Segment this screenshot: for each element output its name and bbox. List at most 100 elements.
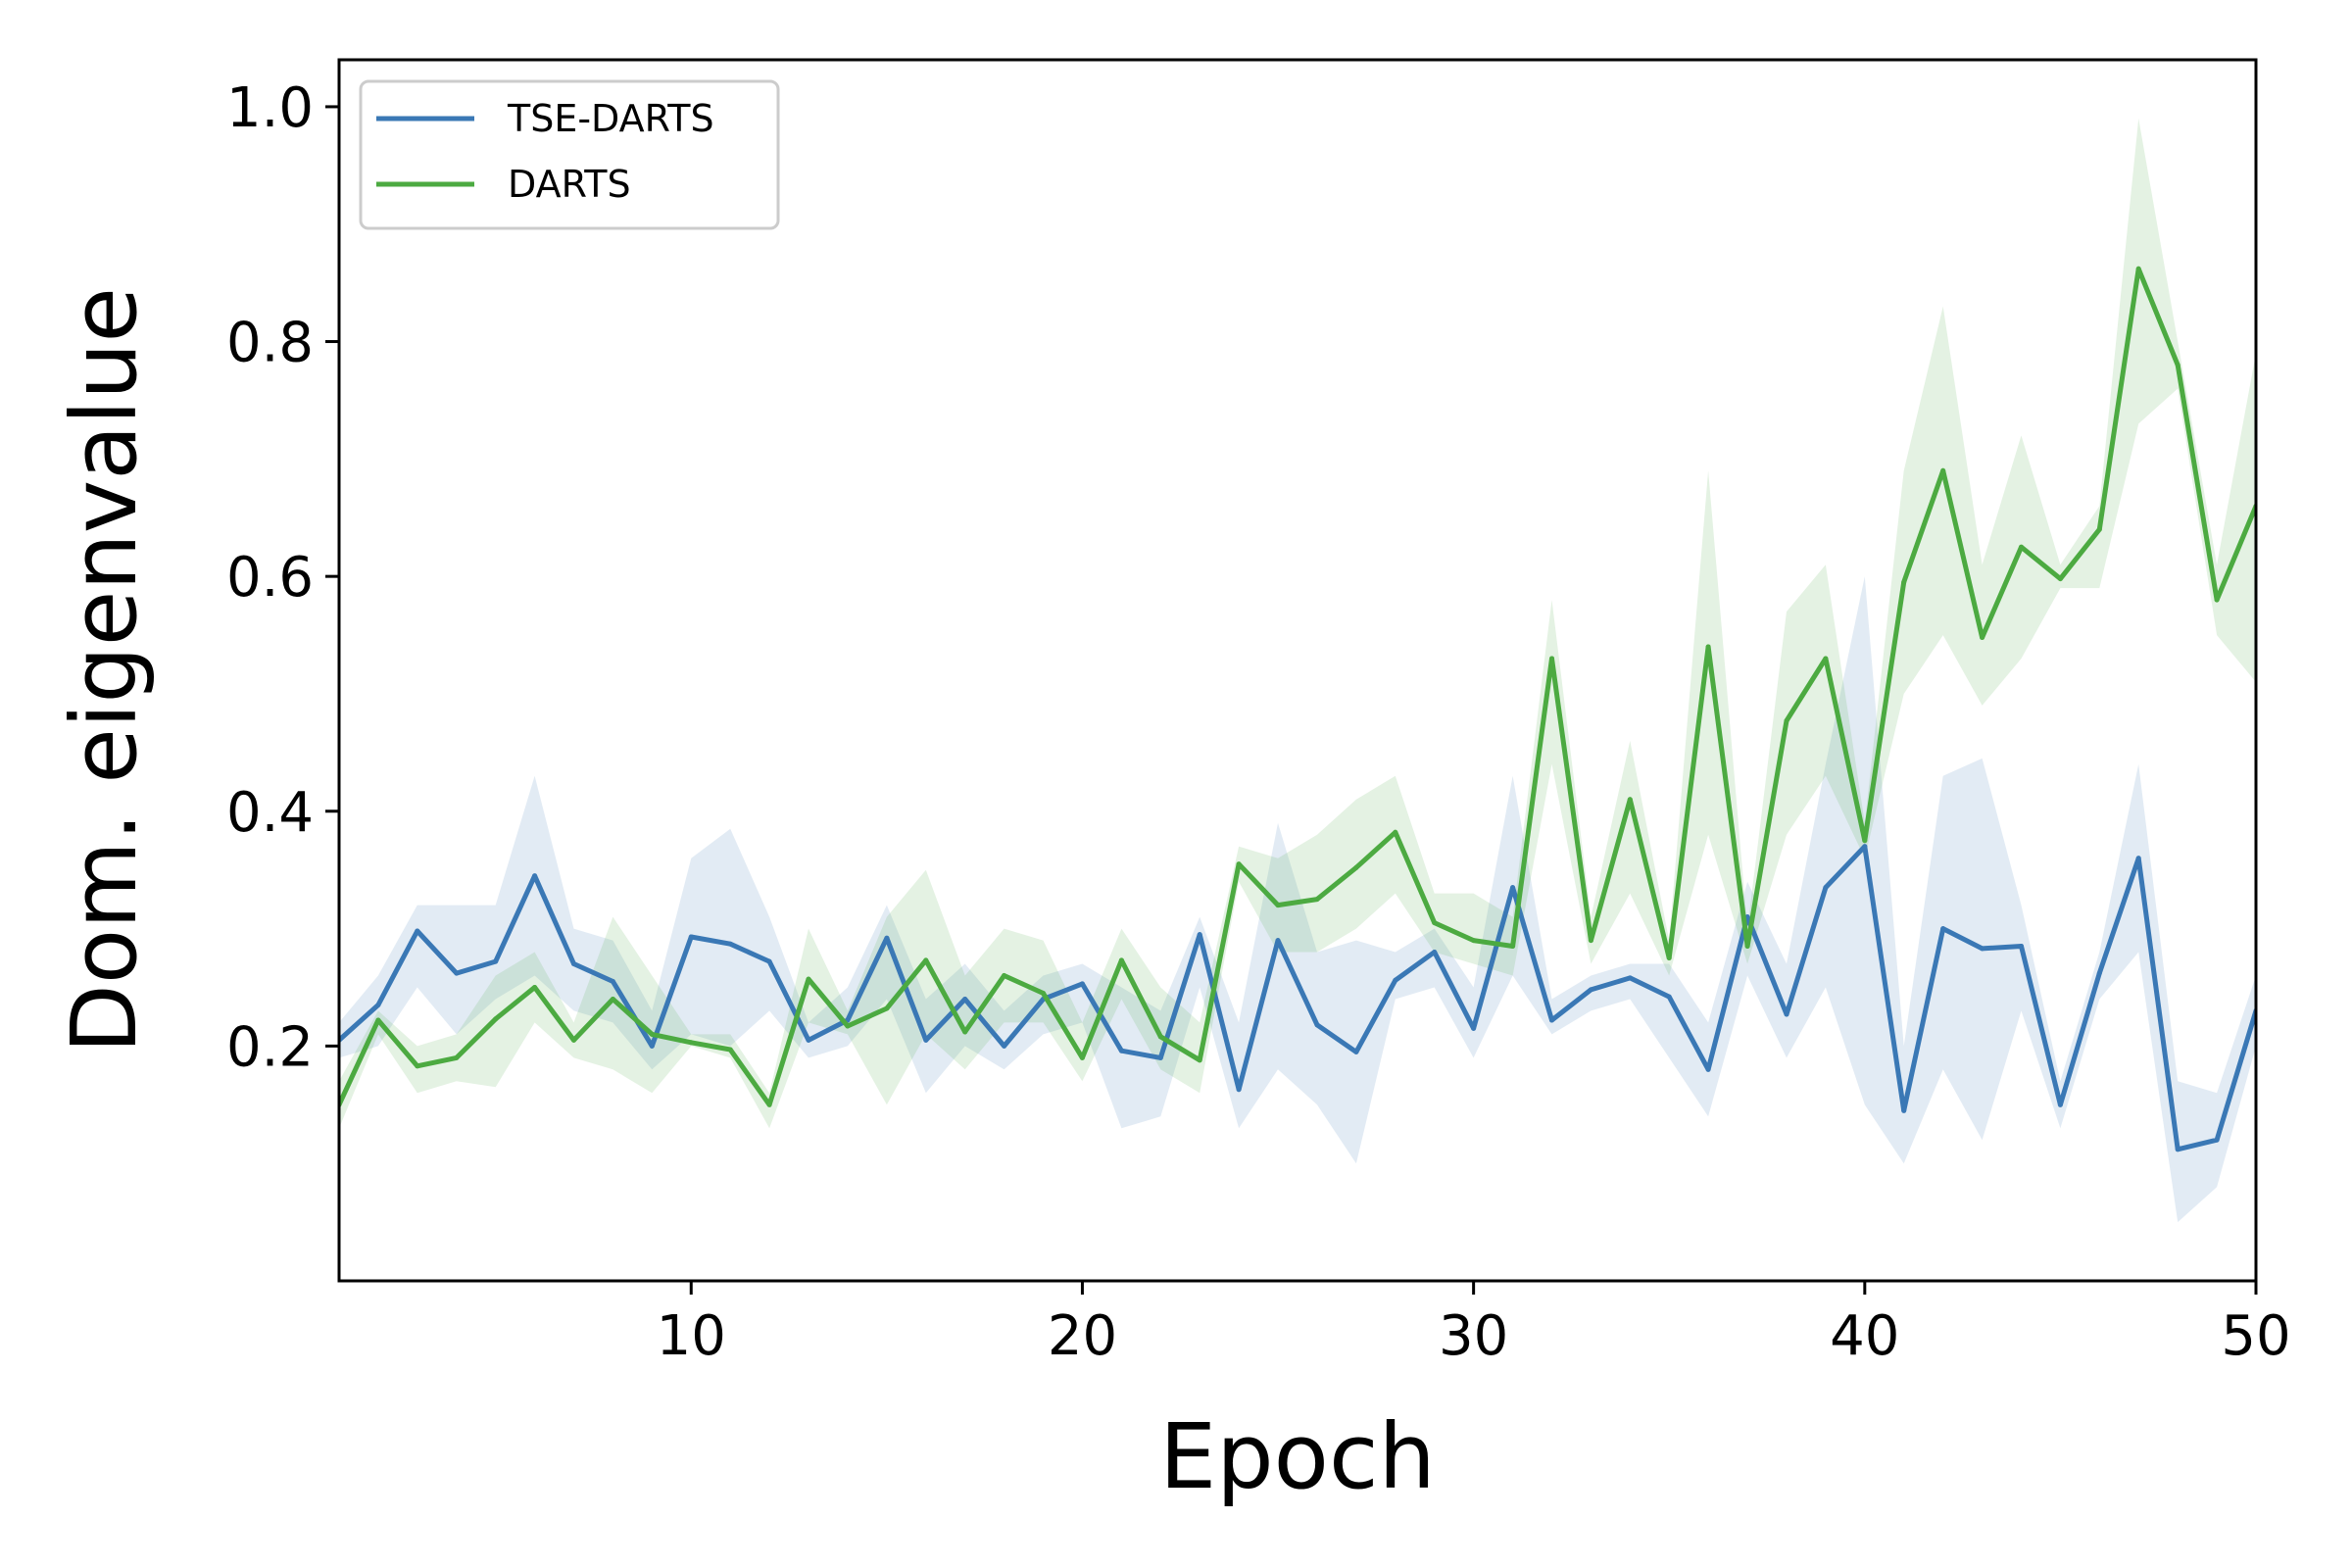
tse-darts-point xyxy=(454,970,460,976)
y-tick-label: 0.4 xyxy=(226,781,314,845)
darts-point xyxy=(2096,526,2102,532)
darts-point xyxy=(2214,597,2220,603)
tse-darts-point xyxy=(532,873,538,879)
darts-point xyxy=(2135,266,2141,271)
darts-point xyxy=(688,1040,694,1046)
tse-darts-point xyxy=(1784,1011,1789,1017)
tse-darts-point xyxy=(2214,1137,2220,1143)
darts-point xyxy=(493,1016,499,1022)
darts-point xyxy=(1079,1054,1085,1060)
darts-point xyxy=(806,976,811,982)
tse-darts-point xyxy=(610,979,615,984)
tse-darts-point xyxy=(1823,885,1829,891)
y-tick-label: 0.2 xyxy=(226,1015,314,1079)
y-tick-label: 0.8 xyxy=(226,312,314,375)
x-axis: 10 20 30 40 50 xyxy=(657,1281,2291,1368)
tse-darts-point xyxy=(493,958,499,964)
darts-point xyxy=(727,1047,733,1053)
darts-point xyxy=(1666,956,1672,960)
tse-darts-point xyxy=(806,1037,811,1043)
darts-point xyxy=(2057,576,2063,582)
darts-point xyxy=(1353,864,1359,870)
tse-darts-point xyxy=(415,928,420,934)
legend: TSE-DARTS DARTS xyxy=(359,79,780,230)
x-tick-label: 50 xyxy=(2221,1304,2290,1368)
darts-point xyxy=(2175,363,2180,368)
plot-area xyxy=(339,60,2256,1281)
darts-point xyxy=(1314,897,1320,903)
tse-darts-point xyxy=(1393,977,1398,983)
darts-point xyxy=(1980,635,1985,640)
darts-point xyxy=(1940,467,1946,473)
darts-point xyxy=(1393,829,1398,835)
tse-darts-point xyxy=(2175,1147,2180,1152)
darts-point xyxy=(2019,544,2024,550)
tse-darts-point xyxy=(1901,1107,1907,1113)
darts-point xyxy=(1784,718,1789,723)
plot-frame xyxy=(337,58,2258,1283)
tse-darts-point xyxy=(727,941,733,947)
darts-point xyxy=(1823,656,1829,662)
tse-darts-point xyxy=(1940,926,1946,932)
legend-label-darts: DARTS xyxy=(508,163,631,206)
darts-point xyxy=(1157,1034,1163,1040)
darts-point xyxy=(884,1005,890,1011)
darts-point xyxy=(1118,957,1124,963)
x-tick-label: 30 xyxy=(1439,1304,1508,1368)
y-tick-label: 1.0 xyxy=(226,76,314,140)
tse-darts-point xyxy=(1157,1054,1163,1060)
tse-darts-point xyxy=(649,1043,655,1049)
darts-point xyxy=(1471,938,1477,944)
darts-point xyxy=(1432,920,1438,926)
tse-darts-point xyxy=(2057,1102,2063,1107)
darts-point xyxy=(1588,938,1593,944)
darts-point xyxy=(845,1023,851,1029)
tse-darts-point xyxy=(1079,981,1085,987)
tse-darts-point xyxy=(962,997,968,1002)
darts-point xyxy=(415,1063,420,1069)
darts-point xyxy=(1041,991,1046,996)
tse-darts-point xyxy=(1353,1049,1359,1054)
tse-darts-point xyxy=(375,1003,381,1007)
darts-point xyxy=(1862,838,1868,844)
tse-darts-point xyxy=(2135,856,2141,861)
darts-point xyxy=(962,1029,968,1035)
legend-label-tse-darts: TSE-DARTS xyxy=(507,97,714,140)
tse-darts-point xyxy=(1314,1022,1320,1028)
confidence-bands xyxy=(339,118,2256,1223)
series-lines xyxy=(339,266,2256,1152)
tse-darts-point xyxy=(766,958,772,964)
darts-point xyxy=(649,1031,655,1037)
darts-point xyxy=(375,1017,381,1023)
tse-darts-band xyxy=(339,576,2256,1223)
tse-darts-point xyxy=(1980,946,1985,952)
tse-darts-point xyxy=(1275,938,1281,944)
darts-point xyxy=(610,997,615,1002)
x-tick-label: 20 xyxy=(1048,1304,1117,1368)
tse-darts-point xyxy=(1197,932,1202,938)
tse-darts-point xyxy=(1236,1087,1242,1093)
tse-darts-point xyxy=(688,934,694,940)
darts-point xyxy=(571,1037,576,1043)
tse-darts-point xyxy=(1549,1017,1554,1023)
darts-point xyxy=(1510,944,1516,949)
tse-darts-point xyxy=(1862,844,1868,850)
y-axis: 0.2 0.4 0.6 0.8 1.0 xyxy=(226,76,339,1079)
darts-point xyxy=(923,957,929,963)
darts-point xyxy=(1744,944,1750,949)
x-axis-label: Epoch xyxy=(1159,1404,1436,1509)
tse-darts-point xyxy=(1002,1043,1007,1049)
tse-darts-point xyxy=(1627,975,1633,981)
darts-point xyxy=(1549,656,1554,662)
tse-darts-point xyxy=(1510,885,1516,891)
tse-darts-point xyxy=(2019,944,2024,949)
darts-point xyxy=(1275,903,1281,908)
tse-darts-line xyxy=(339,844,2256,1152)
darts-point xyxy=(1002,973,1007,978)
darts-point xyxy=(766,1102,772,1107)
darts-point xyxy=(454,1054,460,1060)
tse-darts-point xyxy=(1588,987,1593,993)
tse-darts-point xyxy=(1118,1048,1124,1054)
y-axis-label: Dom. eigenvalue xyxy=(52,287,157,1054)
